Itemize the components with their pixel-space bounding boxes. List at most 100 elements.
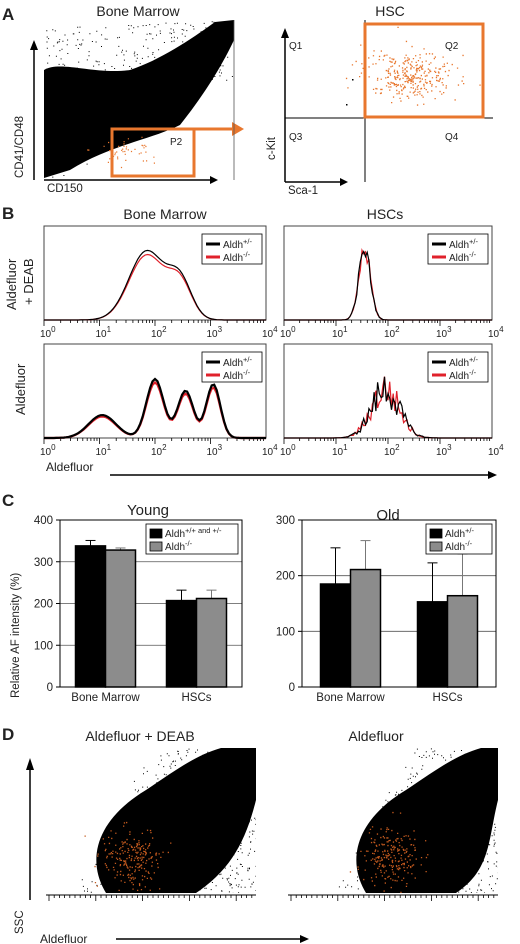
x-tick-label: 104 [262,325,278,340]
legend-sup: +/- [243,355,252,364]
x-tick-exp: 4 [273,325,278,334]
legend-sup: +/- [243,237,252,246]
panel-d-xlabel: Aldefluor [40,932,87,944]
sparse-events [81,748,256,893]
panel-d-ylabel: SSC [14,910,26,934]
chart-old-title: Old [376,507,399,524]
legend-sup: -/- [185,539,193,548]
bar-legend: Aldh+/+ and +/-Aldh-/- [145,523,239,555]
x-category-label: HSCs [181,692,211,704]
panel-a-label: A [2,5,14,24]
panel-b-row-label-deab-line2: + DEAB [21,258,36,305]
x-tick-exp: 1 [107,325,112,334]
bar [195,597,228,688]
panel-d-right-scatter [338,748,498,893]
legend-sup: +/- [469,237,478,246]
x-tick-exp: 2 [162,325,167,334]
quadrant-q4-label: Q4 [445,132,459,143]
x-tick-exp: 3 [218,443,223,452]
panel-a-left-x-arrow [210,176,218,184]
x-tick-label: 101 [332,325,348,340]
panel-d-label: D [2,725,14,744]
x-tick-label: 100 [40,443,56,458]
panel-b: B Bone Marrow HSCs Aldefluor + DEAB Alde… [2,204,504,479]
panel-a-left-scatter [44,20,234,178]
x-tick-label: 102 [384,443,400,458]
x-tick-label: 100 [280,443,296,458]
panel-a-left-title: Bone Marrow [96,3,180,19]
panel-a: A Bone Marrow P2 CD150 CD41/CD48 HSC Q1 … [2,3,493,197]
x-tick-label: 104 [488,325,504,340]
chart-young-title: Young [127,502,169,519]
x-tick-label: 100 [40,325,56,340]
x-tick-label: 101 [332,443,348,458]
legend-sup: -/- [243,368,251,377]
legend-box [201,351,263,383]
legend-sup: -/- [469,368,477,377]
x-category-label: HSCs [432,692,462,704]
panel-b-xlabel: Aldefluor [46,460,93,474]
bar [446,594,479,688]
x-tick-exp: 0 [291,443,296,452]
panel-b-label: B [2,204,14,223]
x-tick-exp: 1 [107,443,112,452]
legend-sup: -/- [243,250,251,259]
x-tick-label: 101 [96,325,112,340]
legend-sup: +/- [465,526,474,535]
histogram-series-het [284,250,492,321]
bar [349,568,382,688]
bar-legend: Aldh+/-Aldh-/- [425,523,493,555]
panel-d-left-scatter [81,748,256,893]
x-tick-exp: 3 [447,325,452,334]
panel-b-col-title-hsc: HSCs [367,206,404,222]
y-tick-label: 100 [276,626,295,638]
x-tick-exp: 0 [51,325,56,334]
dense-population [44,20,234,178]
x-tick-exp: 1 [343,325,348,334]
panel-a-left-xlabel: CD150 [47,183,83,195]
sparse-events [338,748,498,893]
gate-p2-box [110,127,196,178]
x-tick-exp: 4 [273,443,278,452]
x-tick-exp: 1 [343,443,348,452]
gate-p2-label: P2 [170,137,183,148]
histogram-series-het [44,249,266,321]
panel-d-ticks [48,895,495,901]
chart-young: 0 100 200 300 400 Bone Marrow HSCs Aldh+/+ and … [34,515,243,704]
y-tick-label: 100 [34,640,53,652]
legend-swatch [429,541,443,552]
legend-swatch [429,528,443,539]
x-tick-exp: 2 [162,443,167,452]
histogram-legend: Aldh+/-Aldh-/- [427,233,489,265]
hsc-events [345,26,481,106]
y-tick-label: 0 [289,682,295,694]
gate-q2-box [363,22,485,119]
plot-frame [301,519,497,688]
panel-b-row-label-deab-line1: Aldefluor [4,258,19,310]
panel-a-right-x-arrow [340,178,348,186]
chart-old: 0 100 200 300 Bone Marrow HSCs Aldh+/-Aldh-/- [276,515,497,704]
x-category-label: Bone Marrow [316,692,385,704]
panel-b-row-label-af: Aldefluor [13,363,28,415]
panel-b-x-axis-arrow-head [488,471,497,479]
panel-a-left-y-arrow [30,40,38,50]
x-tick-exp: 0 [51,443,56,452]
quadrant-q3-label: Q3 [289,132,303,143]
x-tick-exp: 3 [218,325,223,334]
x-tick-label: 101 [96,443,112,458]
panel-c-ylabel: Relative AF intensity (%) [10,573,22,698]
panel-d-y-arrow [26,758,34,770]
panel-c-label: C [2,491,14,510]
x-tick-label: 100 [280,325,296,340]
x-tick-exp: 0 [291,325,296,334]
legend-sup: +/+ and +/- [185,526,222,535]
gated-events [87,136,155,178]
x-tick-label: 104 [262,443,278,458]
panel-d: D Aldefluor + DEAB Aldefluor SSC Aldeflu… [2,725,498,944]
dense-population [356,748,498,893]
